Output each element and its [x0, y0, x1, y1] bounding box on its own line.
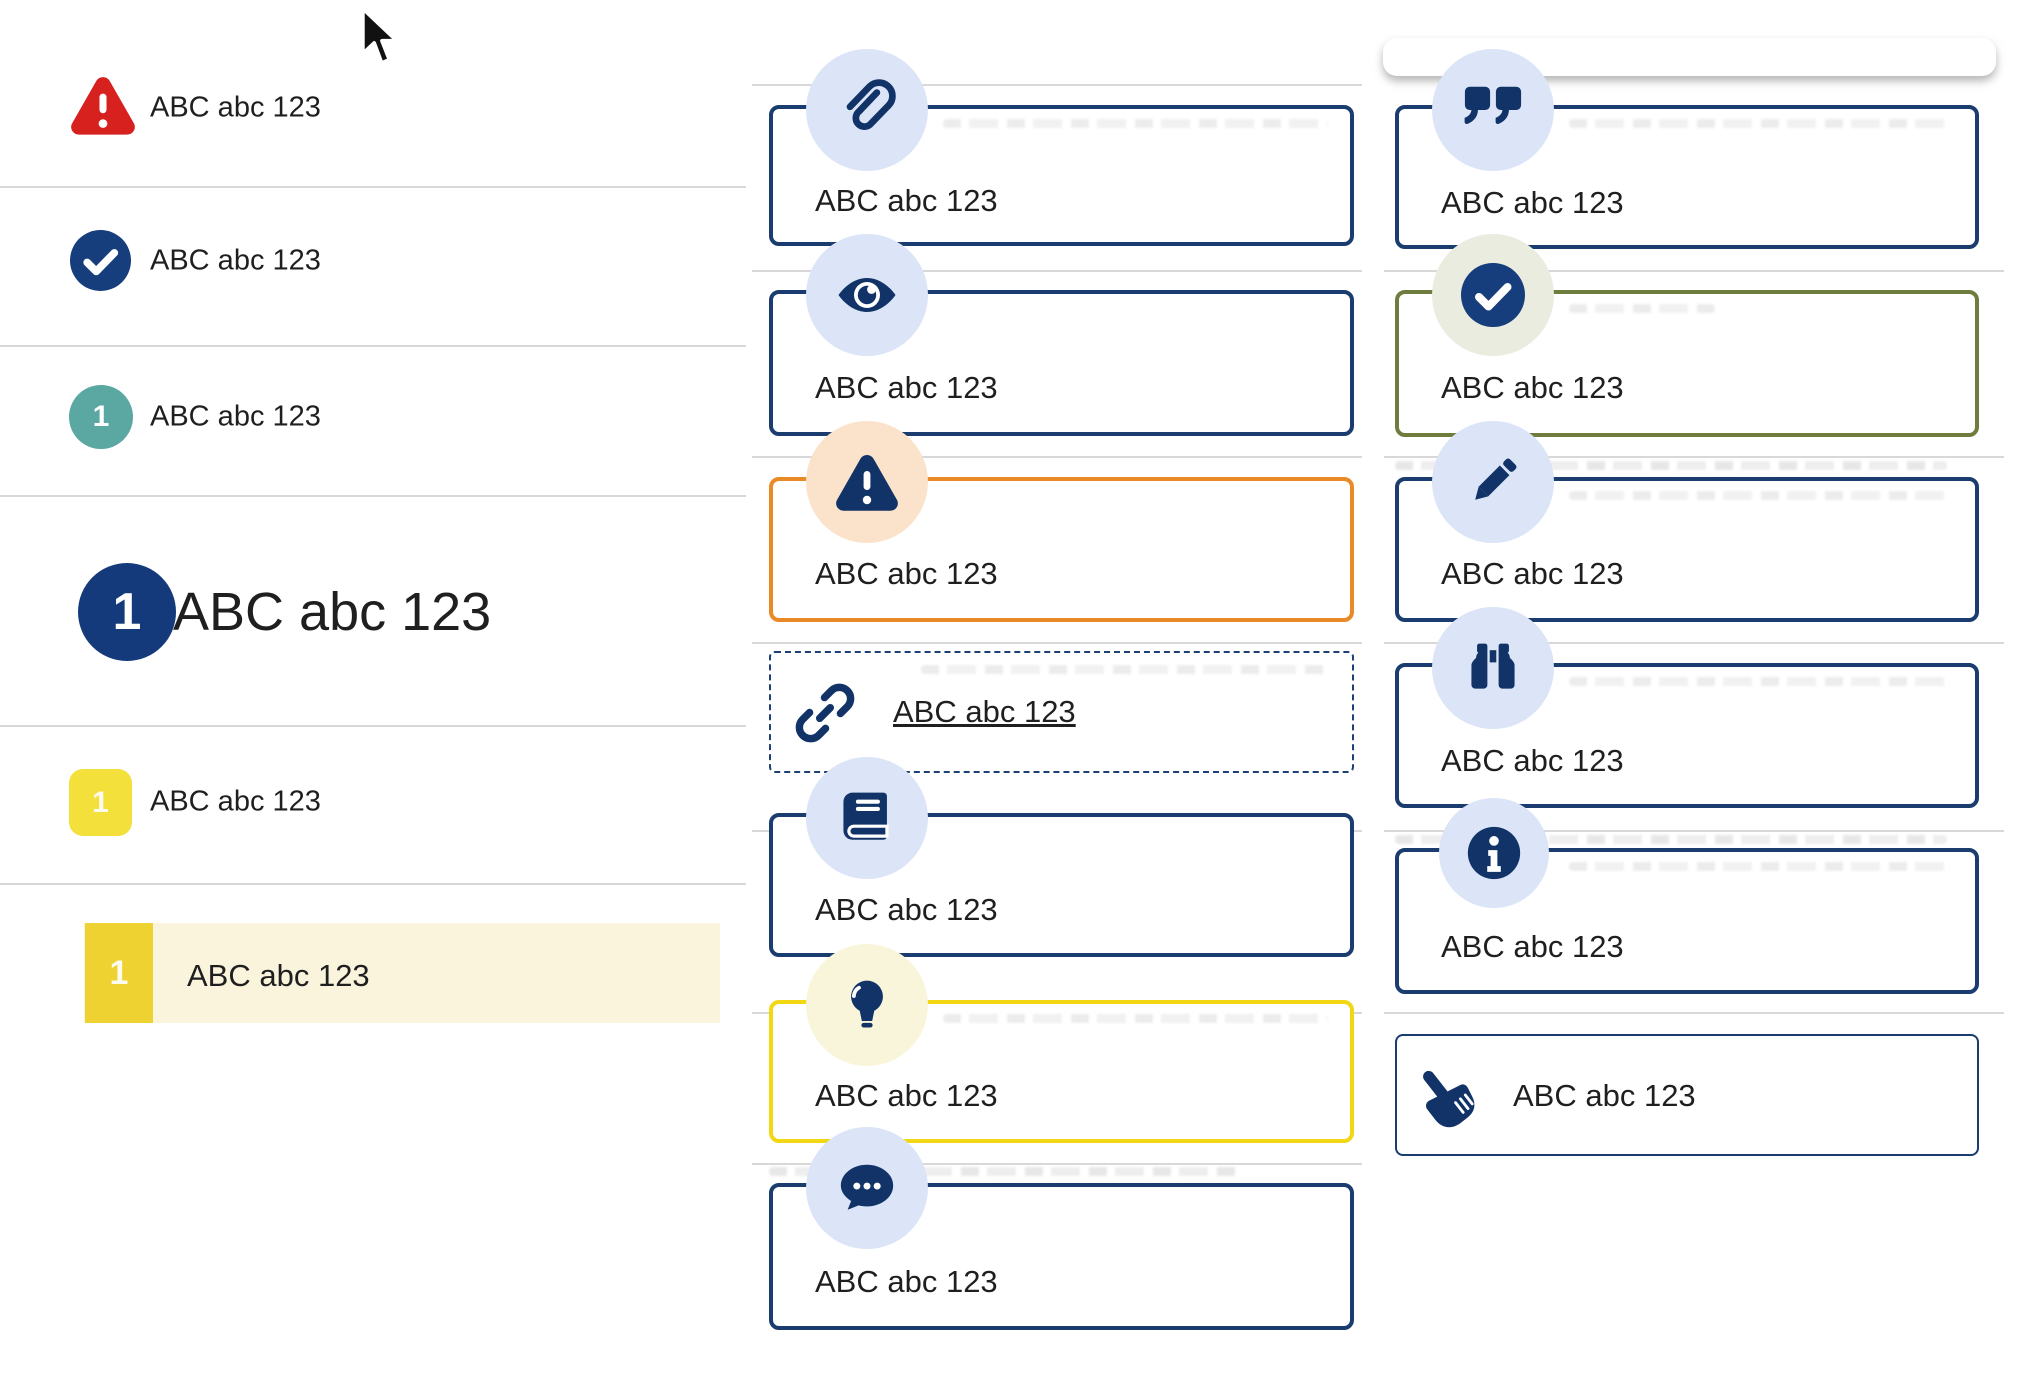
divider — [1384, 1012, 2004, 1014]
callout-card-info: ABC abc 123 — [1395, 798, 1979, 994]
callout-card-search: ABC abc 123 — [1395, 607, 1979, 808]
divider — [0, 495, 746, 497]
card-label: ABC abc 123 — [1441, 370, 1624, 405]
eye-icon — [806, 234, 928, 356]
list-item-label: ABC abc 123 — [150, 91, 321, 124]
card-label: ABC abc 123 — [1441, 743, 1624, 778]
ghost-text — [1569, 862, 1953, 871]
number-square-selected: 1 — [85, 923, 153, 1023]
divider — [752, 642, 1362, 644]
ghost-text — [1569, 304, 1715, 313]
divider — [0, 345, 746, 347]
ghost-text — [1569, 677, 1953, 686]
card-label: ABC abc 123 — [815, 183, 998, 218]
number-square-yellow: 1 — [69, 769, 132, 836]
card-label: ABC abc 123 — [1513, 1078, 1696, 1113]
callout-card-warning: ABC abc 123 — [769, 421, 1354, 622]
callout-card-comment: ABC abc 123 — [769, 1127, 1354, 1330]
callout-card-quote: ABC abc 123 — [1395, 49, 1979, 249]
divider — [1384, 456, 2004, 458]
check-circle-icon — [1432, 234, 1554, 356]
divider — [752, 84, 1362, 86]
check-circle-icon — [70, 230, 131, 291]
list-item-selected[interactable]: 1 ABC abc 123 — [84, 923, 720, 1023]
ghost-text — [1395, 835, 1947, 844]
list-item-label: ABC abc 123 — [150, 400, 321, 433]
list-item-label: ABC abc 123 — [150, 785, 321, 818]
list-item-label: ABC abc 123 — [187, 958, 370, 993]
list-item-label: ABC abc 123 — [150, 244, 321, 277]
ghost-text — [1569, 491, 1953, 500]
number-badge-teal: 1 — [69, 385, 133, 449]
callout-card-edit: ABC abc 123 — [1395, 421, 1979, 622]
callout-card-book: ABC abc 123 — [769, 757, 1354, 957]
divider — [752, 270, 1362, 272]
card-label: ABC abc 123 — [1441, 556, 1624, 591]
info-icon — [1439, 798, 1549, 908]
ghost-text — [943, 119, 1328, 128]
divider — [0, 883, 746, 885]
divider — [1384, 270, 2004, 272]
mouse-cursor-icon — [358, 6, 404, 70]
ghost-text — [921, 665, 1330, 674]
ghost-text — [1395, 461, 1947, 470]
paperclip-icon — [806, 49, 928, 171]
divider — [1384, 830, 2004, 832]
divider — [752, 1163, 1362, 1165]
ghost-text — [943, 1014, 1328, 1023]
card-label: ABC abc 123 — [1441, 929, 1624, 964]
card-label: ABC abc 123 — [815, 370, 998, 405]
chat-icon — [806, 1127, 928, 1249]
callout-card-action: ABC abc 123 — [1395, 1034, 1979, 1156]
ghost-text — [769, 1167, 1239, 1176]
callout-card-tip: ABC abc 123 — [769, 944, 1354, 1143]
binoculars-icon — [1432, 607, 1554, 729]
divider — [0, 186, 746, 188]
list-item-label: ABC abc 123 — [173, 582, 492, 642]
warning-icon — [806, 421, 928, 543]
card-label: ABC abc 123 — [1441, 185, 1624, 220]
divider — [0, 725, 746, 727]
card-label: ABC abc 123 — [815, 556, 998, 591]
hand-pointer-icon — [1415, 1060, 1487, 1132]
book-icon — [806, 757, 928, 879]
callout-card-link: ABC abc 123 — [769, 651, 1354, 773]
callout-card-view: ABC abc 123 — [769, 234, 1354, 436]
card-label: ABC abc 123 — [815, 1078, 998, 1113]
callout-card-success: ABC abc 123 — [1395, 234, 1979, 437]
link-text[interactable]: ABC abc 123 — [893, 694, 1076, 729]
callout-card-attachment: ABC abc 123 — [769, 49, 1354, 246]
alert-triangle-icon — [70, 74, 136, 136]
pencil-icon — [1432, 421, 1554, 543]
card-label: ABC abc 123 — [815, 892, 998, 927]
lightbulb-icon — [806, 944, 928, 1066]
divider — [752, 456, 1362, 458]
quote-icon — [1432, 49, 1554, 171]
ghost-text — [1569, 119, 1953, 128]
card-label: ABC abc 123 — [815, 1264, 998, 1299]
divider — [1384, 642, 2004, 644]
link-icon — [791, 679, 859, 747]
number-badge-large: 1 — [78, 563, 176, 661]
